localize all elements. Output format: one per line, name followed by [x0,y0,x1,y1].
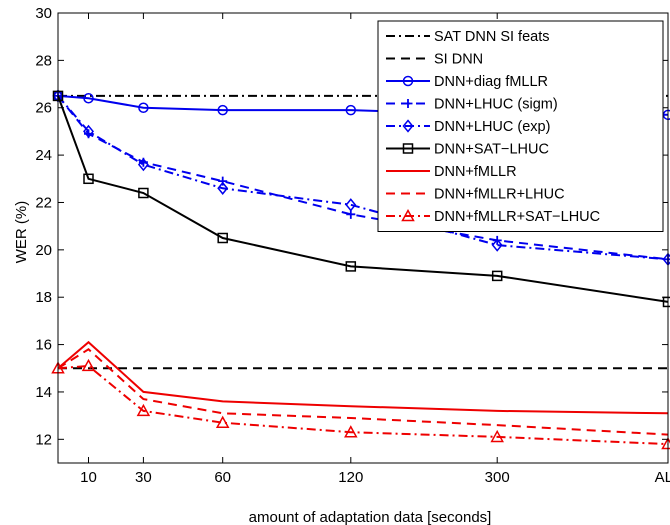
x-tick-label: ALL [655,469,670,486]
data-point [217,181,229,195]
legend-marker [401,208,415,222]
y-axis-label: WER (%) [13,201,30,264]
data-point [138,187,149,199]
y-tick-label: 22 [35,194,52,211]
legend-entry: DNN+LHUC (exp) [386,119,550,135]
data-point [218,176,228,186]
legend-entry: DNN+fMLLR+SAT−LHUC [386,208,600,225]
legend-marker [402,143,414,154]
data-point [83,124,94,139]
legend-label: DNN+fMLLR+LHUC [434,187,565,203]
data-point [83,93,94,104]
legend-marker [402,75,414,87]
data-point [83,173,94,185]
legend-label: DNN+diag fMLLR [434,74,548,90]
data-point [137,157,149,172]
x-tick-label: 10 [80,469,97,486]
y-tick-label: 18 [35,289,52,306]
legend-entry: DNN+LHUC (sigm) [386,97,558,113]
legend-entry: SI DNN [386,52,483,68]
series-8 [57,348,669,436]
legend-label: DNN+LHUC (exp) [434,119,550,135]
data-point [490,429,504,443]
y-tick-label: 24 [35,147,52,164]
data-point [491,270,503,282]
y-tick-label: 26 [35,100,52,117]
data-point [217,104,228,116]
legend-entry: DNN+fMLLR+LHUC [386,187,565,203]
plot-frame [57,12,669,464]
y-tick-label: 16 [35,337,52,354]
legend-label: DNN+fMLLR+SAT−LHUC [434,209,600,225]
data-point [138,102,149,113]
data-point [81,358,96,372]
data-point [215,415,230,428]
legend-label: SI DNN [434,52,483,68]
legend-entry: SAT DNN SI feats [386,29,550,45]
series-line [57,340,669,415]
data-point [217,232,228,244]
legend-label: DNN+fMLLR [434,164,517,180]
data-point [345,104,357,116]
series-line [57,364,669,446]
legend-entry: DNN+fMLLR [386,164,517,180]
y-tick-label: 12 [35,431,52,448]
data-point [136,403,151,417]
legend: SAT DNN SI feats SI DNN DNN+diag fMLLR DNN+… [377,20,664,232]
legend-label: DNN+SAT−LHUC [434,142,549,158]
series-line [57,95,669,261]
series-line [57,95,669,303]
data-point [344,425,358,438]
data-point [345,261,357,272]
x-tick-label: 120 [338,469,363,486]
legend-entry: DNN+diag fMLLR [386,74,548,90]
legend-marker [403,99,413,108]
y-tick-label: 20 [35,242,52,259]
y-tick-label: 28 [35,52,52,69]
data-point [491,238,503,252]
x-tick-label: 300 [485,469,510,486]
x-tick-label: 30 [135,469,152,486]
data-point [345,198,357,212]
axis-ticks: 12 14 16 18 20 22 24 26 28 30 10 30 60 120 300 ALL [35,5,670,486]
x-axis-label: amount of adaptation data [seconds] [249,509,492,525]
series-7 [57,340,669,415]
y-tick-label: 14 [35,384,52,401]
legend-label: SAT DNN SI feats [434,29,550,45]
series-line [57,348,669,436]
legend-marker [402,119,414,133]
y-tick-label: 30 [35,5,52,22]
legend-entry: DNN+SAT−LHUC [386,142,549,158]
legend-label: DNN+LHUC (sigm) [434,97,558,113]
x-tick-label: 60 [214,469,231,486]
